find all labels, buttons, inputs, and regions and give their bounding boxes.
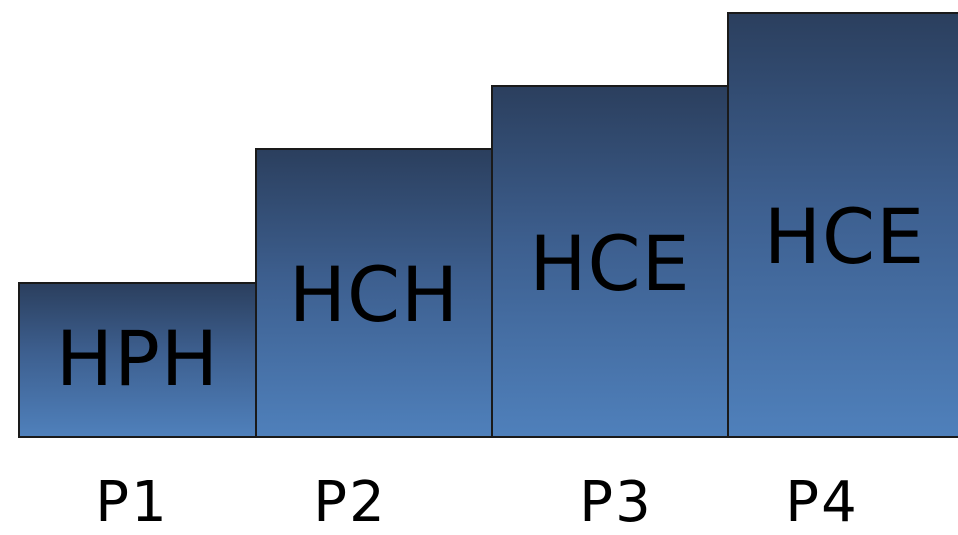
step-block-3-label: HCE <box>529 219 691 308</box>
step-block-1: HPH <box>18 282 257 438</box>
step-block-2-label: HCH <box>288 250 460 339</box>
phase-label-4: P4 <box>785 470 859 535</box>
step-block-3: HCE <box>491 85 729 438</box>
phase-label-3: P3 <box>579 470 653 535</box>
step-block-4: HCE <box>727 12 958 438</box>
step-block-1-label: HPH <box>55 314 220 403</box>
step-block-4-label: HCE <box>763 192 926 281</box>
step-block-2: HCH <box>255 148 493 438</box>
phase-label-2: P2 <box>313 470 387 535</box>
phase-label-1: P1 <box>95 470 169 535</box>
